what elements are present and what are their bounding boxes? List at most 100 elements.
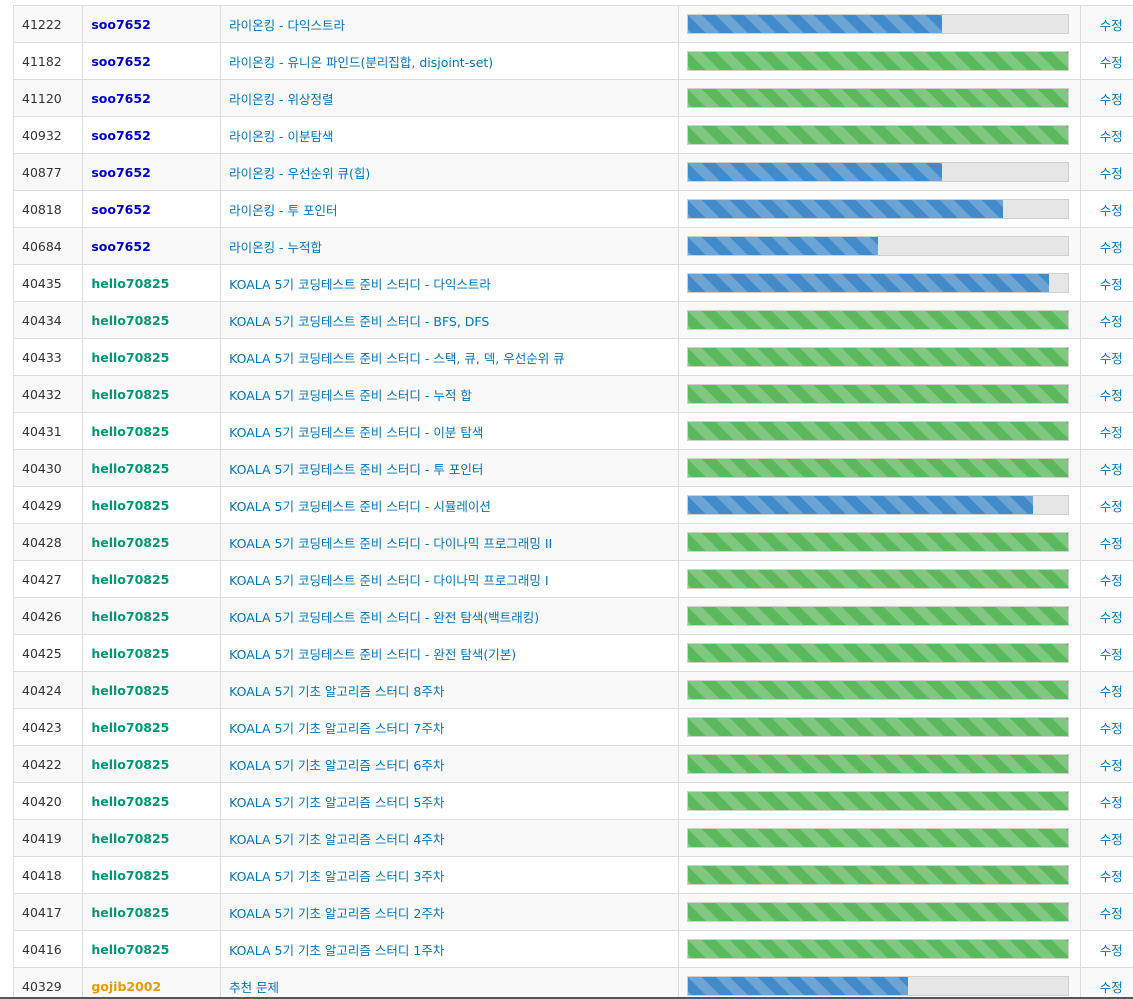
author-link[interactable]: soo7652 — [91, 238, 151, 254]
workbook-author-cell: hello70825 — [82, 597, 222, 635]
author-link[interactable]: hello70825 — [91, 682, 170, 698]
author-link[interactable]: soo7652 — [91, 127, 151, 143]
workbook-title-link[interactable]: KOALA 5기 코딩테스트 준비 스터디 - 완전 탐색(백트래킹) — [229, 609, 540, 625]
workbook-title-link[interactable]: 라이온킹 - 우선순위 큐(힙) — [229, 165, 371, 181]
progress-track — [686, 347, 1069, 367]
edit-link[interactable]: 수정 — [1099, 313, 1123, 329]
author-link[interactable]: hello70825 — [91, 867, 170, 883]
edit-link[interactable]: 수정 — [1099, 498, 1123, 514]
workbook-title-link[interactable]: KOALA 5기 코딩테스트 준비 스터디 - 완전 탐색(기본) — [229, 646, 517, 662]
author-link[interactable]: gojib2002 — [91, 978, 162, 994]
edit-link[interactable]: 수정 — [1099, 54, 1123, 70]
edit-link[interactable]: 수정 — [1099, 276, 1123, 292]
author-link[interactable]: hello70825 — [91, 608, 170, 624]
author-link[interactable]: soo7652 — [91, 201, 151, 217]
edit-link[interactable]: 수정 — [1099, 683, 1123, 699]
author-link[interactable]: hello70825 — [91, 830, 170, 846]
workbook-title-link[interactable]: KOALA 5기 기초 알고리즘 스터디 3주차 — [229, 868, 445, 884]
edit-link[interactable]: 수정 — [1099, 942, 1123, 958]
workbook-title-link[interactable]: 라이온킹 - 위상정렬 — [229, 91, 334, 107]
progress-track — [686, 902, 1069, 922]
author-link[interactable]: hello70825 — [91, 941, 170, 957]
workbook-title-link[interactable]: KOALA 5기 코딩테스트 준비 스터디 - 누적 합 — [229, 387, 472, 403]
workbook-title-link[interactable]: KOALA 5기 코딩테스트 준비 스터디 - 다이나믹 프로그래밍 II — [229, 535, 553, 551]
author-link[interactable]: hello70825 — [91, 460, 170, 476]
author-link[interactable]: hello70825 — [91, 534, 170, 550]
workbook-id-cell: 40329 — [12, 967, 84, 999]
author-link[interactable]: hello70825 — [91, 645, 170, 661]
author-link[interactable]: hello70825 — [91, 423, 170, 439]
edit-link[interactable]: 수정 — [1099, 239, 1123, 255]
edit-link[interactable]: 수정 — [1099, 720, 1123, 736]
workbook-title-link[interactable]: KOALA 5기 기초 알고리즘 스터디 4주차 — [229, 831, 445, 847]
workbook-title-link[interactable]: KOALA 5기 기초 알고리즘 스터디 6주차 — [229, 757, 445, 773]
edit-link[interactable]: 수정 — [1099, 831, 1123, 847]
edit-link[interactable]: 수정 — [1099, 17, 1123, 33]
workbook-title-link[interactable]: KOALA 5기 기초 알고리즘 스터디 7주차 — [229, 720, 445, 736]
progress-track — [686, 236, 1069, 256]
author-link[interactable]: hello70825 — [91, 904, 170, 920]
workbook-id-cell: 40425 — [12, 634, 84, 672]
author-link[interactable]: hello70825 — [91, 793, 170, 809]
workbook-title-link[interactable]: KOALA 5기 코딩테스트 준비 스터디 - 시뮬레이션 — [229, 498, 491, 514]
edit-cell: 수정 — [1079, 634, 1133, 672]
workbook-title-link[interactable]: KOALA 5기 코딩테스트 준비 스터디 - 투 포인터 — [229, 461, 484, 477]
workbook-title-link[interactable]: KOALA 5기 기초 알고리즘 스터디 5주차 — [229, 794, 445, 810]
author-link[interactable]: soo7652 — [91, 164, 151, 180]
workbook-title-link[interactable]: 라이온킹 - 누적합 — [229, 239, 323, 255]
workbook-title-link[interactable]: KOALA 5기 코딩테스트 준비 스터디 - 스택, 큐, 덱, 우선순위 큐 — [229, 350, 565, 366]
workbook-title-link[interactable]: KOALA 5기 기초 알고리즘 스터디 8주차 — [229, 683, 445, 699]
author-link[interactable]: soo7652 — [91, 16, 151, 32]
edit-link[interactable]: 수정 — [1099, 128, 1123, 144]
workbook-id-cell: 40684 — [12, 227, 84, 265]
progress-track — [686, 458, 1069, 478]
progress-track — [686, 421, 1069, 441]
author-link[interactable]: hello70825 — [91, 349, 170, 365]
workbook-title-link[interactable]: 라이온킹 - 유니온 파인드(분리집합, disjoint-set) — [229, 54, 494, 70]
workbook-title-link[interactable]: KOALA 5기 기초 알고리즘 스터디 1주차 — [229, 942, 445, 958]
progress-bar — [687, 829, 1068, 847]
edit-link[interactable]: 수정 — [1099, 91, 1123, 107]
workbook-title-link[interactable]: 라이온킹 - 이분탐색 — [229, 128, 334, 144]
edit-link[interactable]: 수정 — [1099, 646, 1123, 662]
edit-link[interactable]: 수정 — [1099, 424, 1123, 440]
workbook-title-link[interactable]: 추천 문제 — [229, 979, 280, 995]
edit-link[interactable]: 수정 — [1099, 979, 1123, 995]
author-link[interactable]: hello70825 — [91, 571, 170, 587]
edit-link[interactable]: 수정 — [1099, 609, 1123, 625]
edit-link[interactable]: 수정 — [1099, 905, 1123, 921]
table-row: 40419 hello70825 KOALA 5기 기초 알고리즘 스터디 4주… — [12, 819, 1133, 857]
workbook-title-link[interactable]: KOALA 5기 코딩테스트 준비 스터디 - BFS, DFS — [229, 313, 490, 329]
edit-link[interactable]: 수정 — [1099, 572, 1123, 588]
workbook-title-link[interactable]: KOALA 5기 코딩테스트 준비 스터디 - 다익스트라 — [229, 276, 491, 292]
author-link[interactable]: hello70825 — [91, 275, 170, 291]
edit-link[interactable]: 수정 — [1099, 794, 1123, 810]
progress-cell — [677, 79, 1081, 117]
progress-bar — [687, 940, 1068, 958]
edit-link[interactable]: 수정 — [1099, 868, 1123, 884]
edit-link[interactable]: 수정 — [1099, 165, 1123, 181]
author-link[interactable]: soo7652 — [91, 90, 151, 106]
author-link[interactable]: hello70825 — [91, 497, 170, 513]
workbook-author-cell: soo7652 — [82, 79, 222, 117]
edit-link[interactable]: 수정 — [1099, 387, 1123, 403]
progress-bar — [687, 15, 943, 33]
author-link[interactable]: soo7652 — [91, 53, 151, 69]
workbook-title-link[interactable]: KOALA 5기 기초 알고리즘 스터디 2주차 — [229, 905, 445, 921]
author-link[interactable]: hello70825 — [91, 719, 170, 735]
workbook-title-link[interactable]: 라이온킹 - 다익스트라 — [229, 17, 346, 33]
edit-link[interactable]: 수정 — [1099, 461, 1123, 477]
edit-link[interactable]: 수정 — [1099, 757, 1123, 773]
author-link[interactable]: hello70825 — [91, 386, 170, 402]
workbook-title-link[interactable]: KOALA 5기 코딩테스트 준비 스터디 - 다이나믹 프로그래밍 I — [229, 572, 549, 588]
edit-cell: 수정 — [1079, 5, 1133, 43]
progress-track — [686, 754, 1069, 774]
edit-link[interactable]: 수정 — [1099, 202, 1123, 218]
workbook-title-link[interactable]: KOALA 5기 코딩테스트 준비 스터디 - 이분 탐색 — [229, 424, 484, 440]
edit-link[interactable]: 수정 — [1099, 535, 1123, 551]
author-link[interactable]: hello70825 — [91, 756, 170, 772]
progress-cell — [677, 375, 1081, 413]
author-link[interactable]: hello70825 — [91, 312, 170, 328]
workbook-title-link[interactable]: 라이온킹 - 투 포인터 — [229, 202, 338, 218]
edit-link[interactable]: 수정 — [1099, 350, 1123, 366]
